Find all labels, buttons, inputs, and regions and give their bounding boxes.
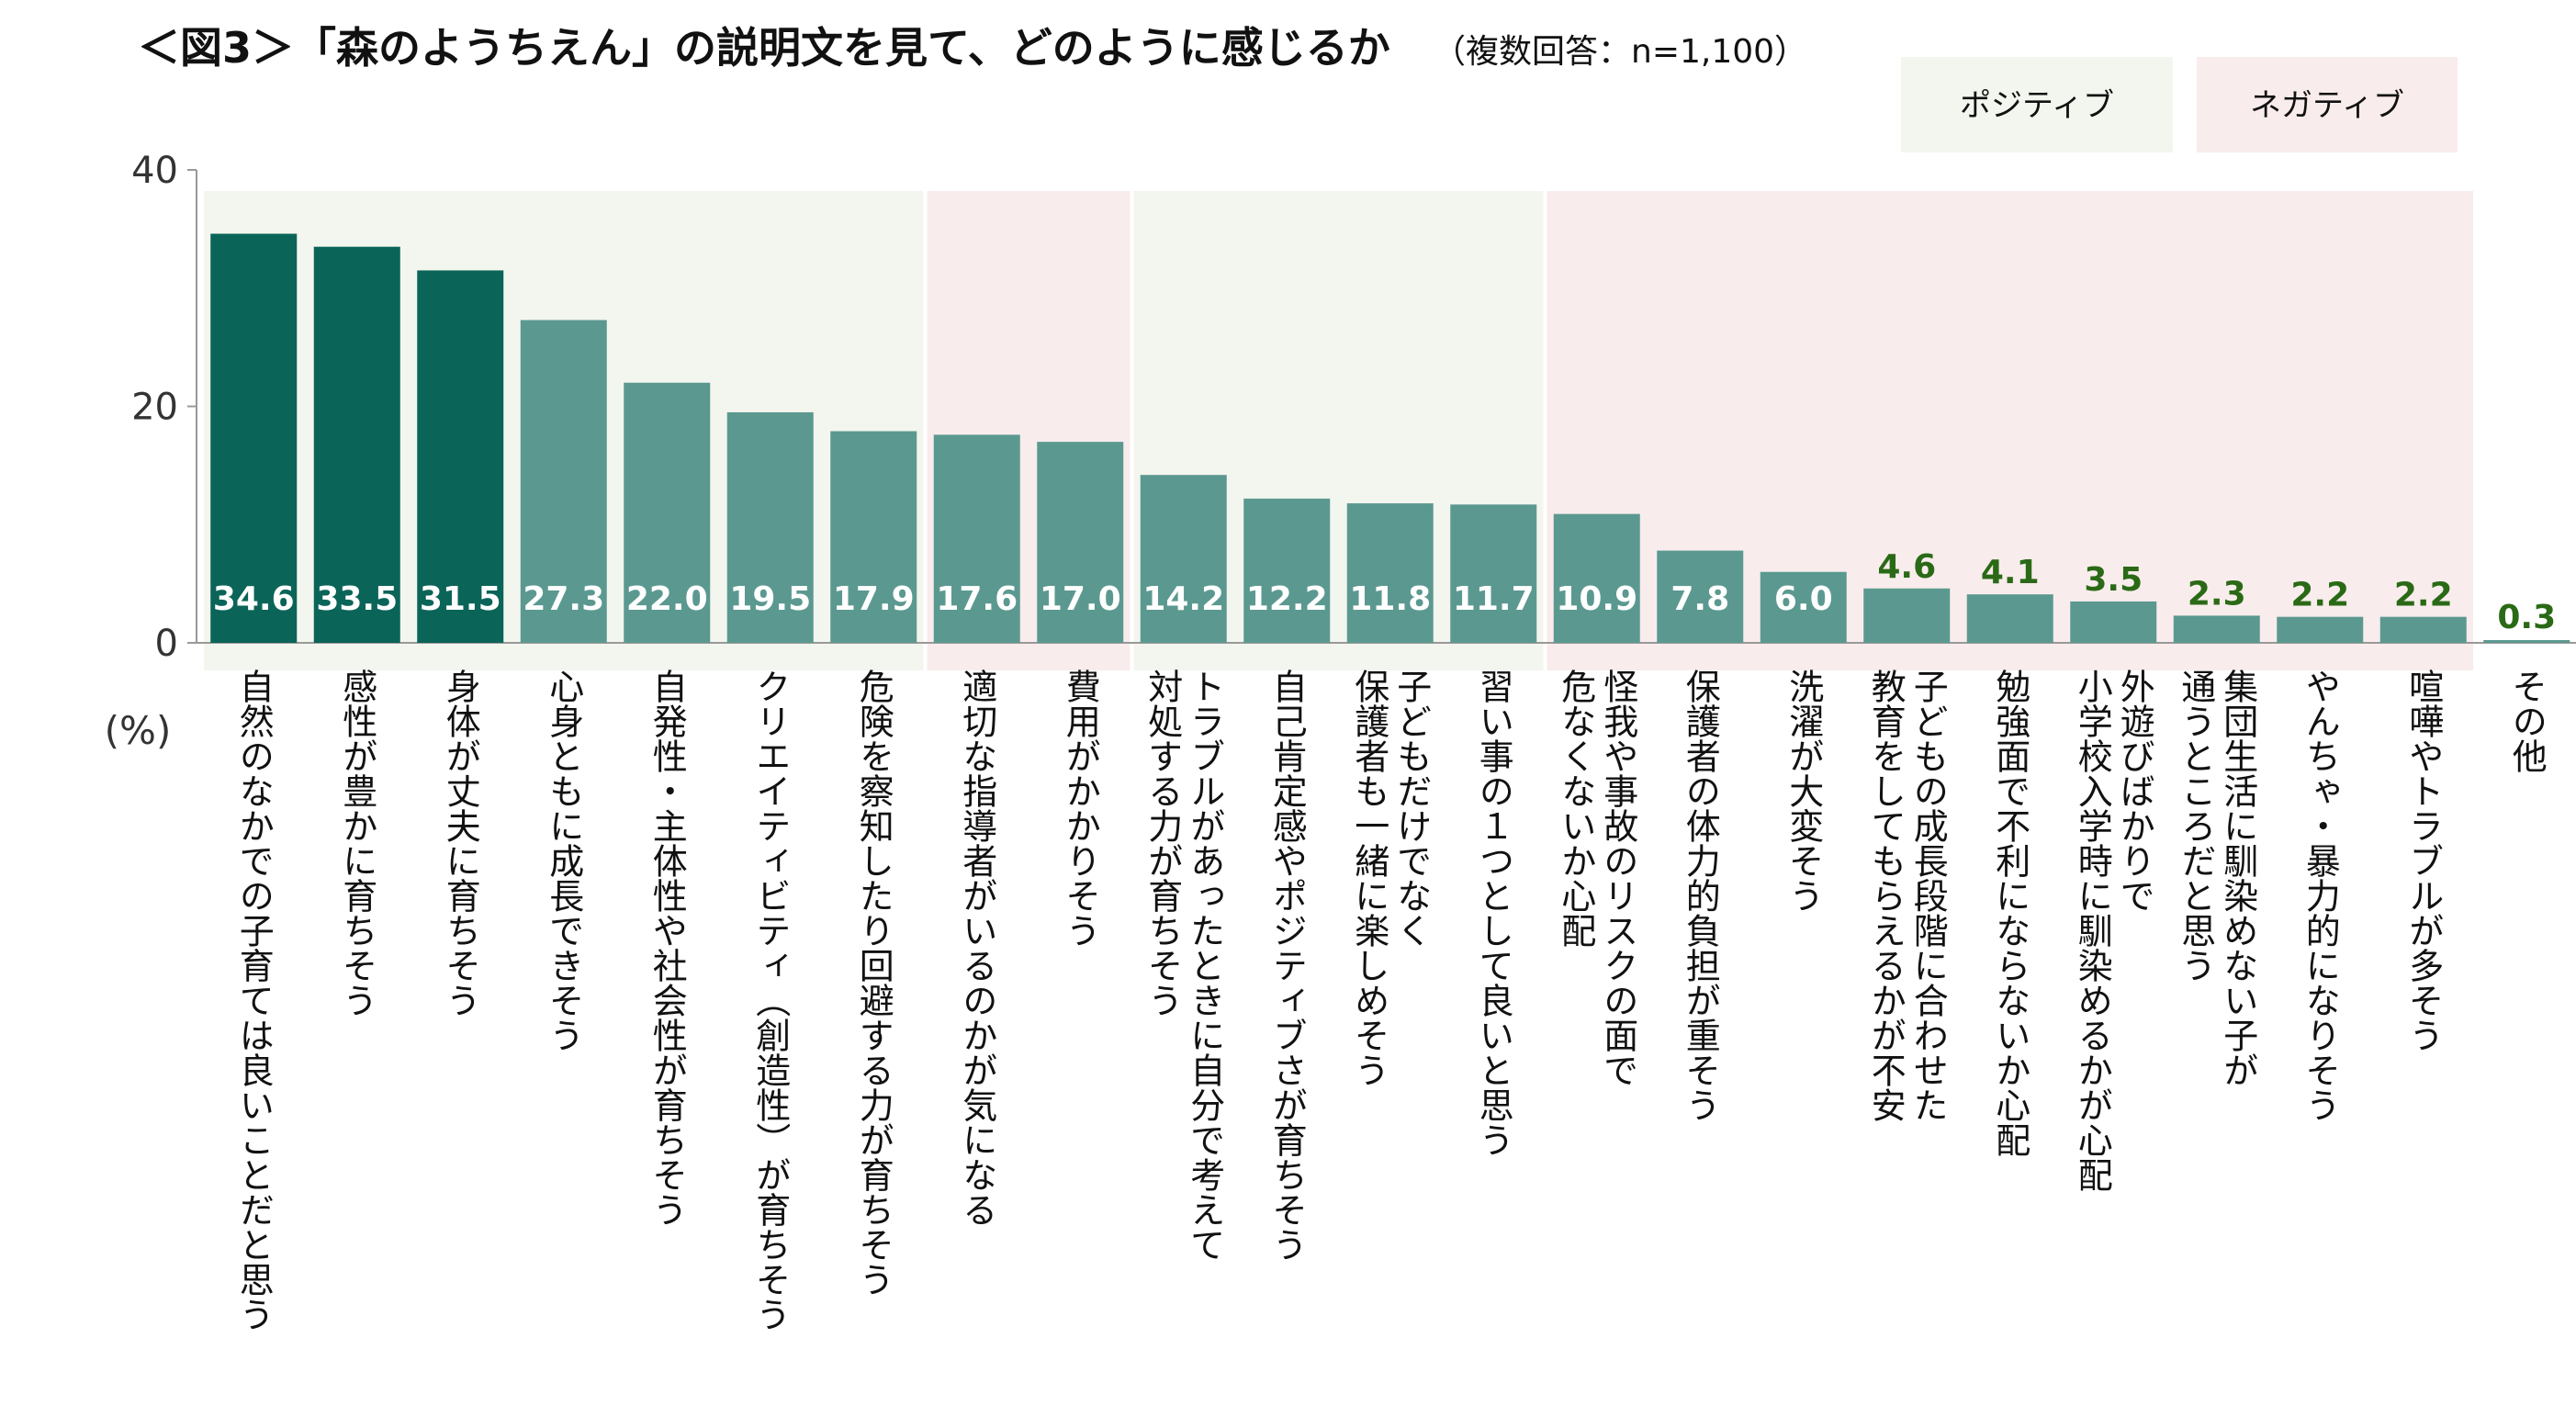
value-label: 33.5 (316, 580, 398, 618)
category-label: 費用がかかりそう (1060, 669, 1100, 948)
legend-positive-swatch (1901, 57, 2173, 152)
legend-negative-label: ネガティブ (2250, 87, 2404, 124)
category-label: 喧嘩やトラブルが多そう (2403, 669, 2444, 1052)
value-label: 11.8 (1349, 580, 1431, 618)
value-label: 2.3 (2188, 575, 2246, 613)
category-label: 怪我や事故のリスクの面で (1598, 669, 1638, 1087)
category-label: 自発性・主体性や社会性が育ちそう (647, 669, 687, 1227)
bar (1966, 594, 2053, 643)
bar (520, 320, 607, 643)
bar (1140, 475, 1227, 643)
category-label: 自然のなかでの子育ては良いことだと思う (233, 669, 274, 1332)
bar (1760, 571, 1847, 643)
bar (2070, 601, 2157, 643)
chart-subtitle: （複数回答：n=1,100） (1433, 33, 1807, 71)
value-label: 12.2 (1246, 580, 1328, 618)
category-label: 自己肯定感やポジティブさが育ちそう (1266, 669, 1307, 1262)
value-label: 27.3 (523, 580, 604, 618)
category-label: 身体が丈夫に育ちそう (440, 669, 480, 1018)
value-labels-layer: 34.6 33.5 31.5 27.3 22.0 19.5 17.9 17.6 17.0 14.2… (213, 548, 2556, 636)
bar (2379, 616, 2467, 643)
bar (1863, 588, 1951, 643)
bar (210, 233, 298, 643)
value-label: 2.2 (2394, 577, 2453, 614)
value-label: 11.7 (1453, 580, 1535, 618)
value-label: 4.1 (1981, 554, 2040, 591)
bar (1553, 513, 1640, 643)
value-label: 2.2 (2290, 577, 2349, 614)
y-tick-label: 20 (131, 387, 178, 429)
category-label: 教育をしてもらえるかが不安 (1865, 669, 1906, 1122)
category-label: 子どもだけでなく (1391, 669, 1432, 948)
bar (726, 411, 814, 643)
bar (313, 246, 400, 643)
value-label: 31.5 (420, 580, 501, 618)
bar (2277, 616, 2364, 643)
category-label: 適切な指導者がいるのかが気になる (957, 669, 997, 1227)
category-label: その他 (2506, 669, 2547, 773)
category-label: 保護者も一緒に楽しめそう (1349, 669, 1389, 1087)
value-label: 7.8 (1670, 580, 1729, 618)
chart-title: ＜図3＞「森のようちえん」の説明文を見て、どのように感じるか (138, 23, 1390, 73)
bars-layer (210, 233, 2570, 643)
value-label: 0.3 (2497, 599, 2556, 636)
y-axis-unit-label: (%) (105, 708, 172, 753)
category-label: 洗濯が大変そう (1783, 669, 1824, 913)
category-label: 勉強面で不利にならないか心配 (1990, 669, 2030, 1157)
category-label: 対処する力が育ちそう (1142, 669, 1183, 1018)
value-label: 17.0 (1040, 580, 1121, 618)
value-label: 14.2 (1142, 580, 1224, 618)
category-label: 危なくないか心配 (1556, 669, 1596, 948)
bar (624, 382, 711, 643)
category-label: 危険を察知したり回避する力が育ちそう (853, 669, 894, 1297)
category-label: 習い事の１つとして良いと思う (1473, 669, 1513, 1157)
bar (1037, 442, 1124, 643)
category-label: トラブルがあったときに自分で考えて (1185, 669, 1225, 1262)
category-label: やんちゃ・暴力的になりそう (2300, 669, 2340, 1122)
category-label: 感性が豊かに育ちそう (337, 669, 377, 1018)
y-tick-label: 0 (155, 623, 178, 665)
category-labels-layer: 自然のなかでの子育ては良いことだと思う 感性が豊かに育ちそう 身体が丈夫に育ちそう 心… (233, 669, 2547, 1332)
bar (2483, 640, 2570, 643)
bar (1346, 503, 1434, 643)
value-label: 34.6 (213, 580, 295, 618)
value-label: 19.5 (729, 580, 811, 618)
value-label: 6.0 (1774, 580, 1833, 618)
y-tick-label: 40 (131, 150, 178, 192)
value-label: 3.5 (2084, 561, 2143, 599)
legend-positive-label: ポジティブ (1960, 87, 2114, 124)
bar (1657, 550, 1744, 643)
category-label: クリエイティビティ（創造性）が育ちそう (750, 669, 791, 1332)
bar (417, 270, 504, 643)
bar (2173, 615, 2260, 643)
bar (1243, 498, 1331, 643)
value-label: 17.9 (833, 580, 915, 618)
category-label: 保護者の体力的負担が重そう (1680, 669, 1720, 1122)
category-label: 子どもの成長段階に合わせた (1907, 669, 1948, 1122)
category-label: 小学校入学時に馴染めるかが心配 (2072, 669, 2112, 1192)
category-label: 外遊びばかりで (2114, 669, 2154, 913)
category-label: 通うところだと思う (2176, 669, 2216, 983)
value-label: 4.6 (1877, 548, 1936, 586)
bar (830, 431, 917, 643)
legend-negative-swatch (2197, 57, 2458, 152)
value-label: 17.6 (936, 580, 1018, 618)
bar (933, 434, 1020, 643)
bar (1450, 504, 1537, 643)
category-label: 心身ともに成長できそう (544, 669, 584, 1052)
category-label: 集団生活に馴染めない子が (2218, 669, 2258, 1087)
value-label: 22.0 (626, 580, 708, 618)
value-label: 10.9 (1556, 580, 1637, 618)
